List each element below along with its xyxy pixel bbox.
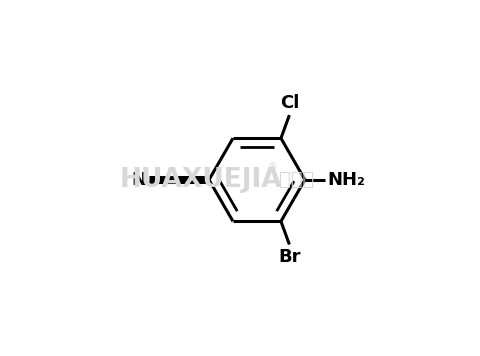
Text: N: N [132,171,146,189]
Text: Cl: Cl [280,94,299,112]
Text: NH₂: NH₂ [328,171,366,189]
Text: ®: ® [267,162,277,172]
Text: 化学加: 化学加 [279,170,314,189]
Text: HUAXUEJIA: HUAXUEJIA [120,167,283,193]
Text: Br: Br [278,248,300,266]
